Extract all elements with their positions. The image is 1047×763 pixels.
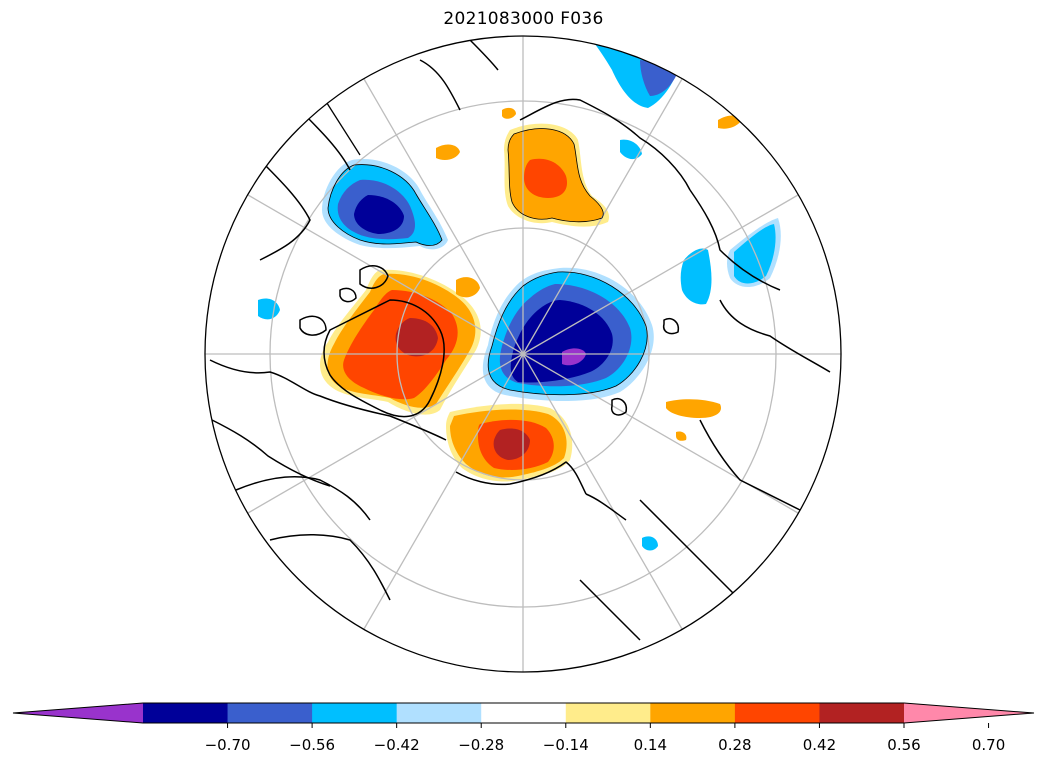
colorbar-tick-label: −0.42 [374,736,420,754]
colorbar-bin [819,703,905,723]
colorbar-tick-label: −0.14 [543,736,589,754]
colorbar-tick-label: 0.28 [718,736,751,754]
colorbar-bin [396,703,482,723]
colorbar-tick-label: 0.42 [803,736,836,754]
colorbar: −0.70 −0.56 −0.42 −0.28 −0.14 0.14 0.28 0.42 0.5… [12,702,1035,754]
colorbar-bin [481,703,567,723]
central-negative-extend [562,348,586,366]
colorbar-tick-label: 0.56 [887,736,920,754]
boundary-line [324,99,361,156]
anomaly-field [258,40,781,551]
colorbar-tick-label: 0.14 [634,736,667,754]
colorbar-extend-max [904,703,1034,723]
nw-negative-070 [354,195,404,234]
graticule [205,36,841,672]
map-title: 2021083000 F036 [443,9,604,29]
colorbar-tick-label: −0.28 [458,736,504,754]
map-border [204,35,842,673]
e-positive-small [676,431,687,441]
contour-lines [327,128,648,396]
colorbar-tick-label: 0.70 [972,736,1005,754]
colorbar-bin [143,703,229,723]
n-small-positive-2 [502,107,516,119]
colorbar-bin [227,703,313,723]
colorbar-bin [312,703,398,723]
coastlines [209,39,831,641]
colorbar-bin [650,703,736,723]
colorbar-tick-label: −0.56 [289,736,335,754]
ne-negative-056 [640,60,676,96]
s-positive-056 [493,428,530,460]
e-positive [666,399,722,418]
colorbar-bin [565,703,651,723]
colorbar-extend-min [13,703,143,723]
ne-small-negative [620,139,642,160]
w-small-negative [258,298,280,320]
sw-small-negative [642,536,658,551]
w-positive-side [456,277,480,298]
colorbar-outline [12,702,1035,724]
colorbar-tick-label: −0.70 [205,736,251,754]
colorbar-bin [734,703,820,723]
n-small-positive-1 [436,144,460,160]
n-positive-042 [524,158,568,198]
w-positive-056 [395,318,438,357]
e-negative-2 [680,248,712,305]
ne-small-positive [718,115,742,129]
